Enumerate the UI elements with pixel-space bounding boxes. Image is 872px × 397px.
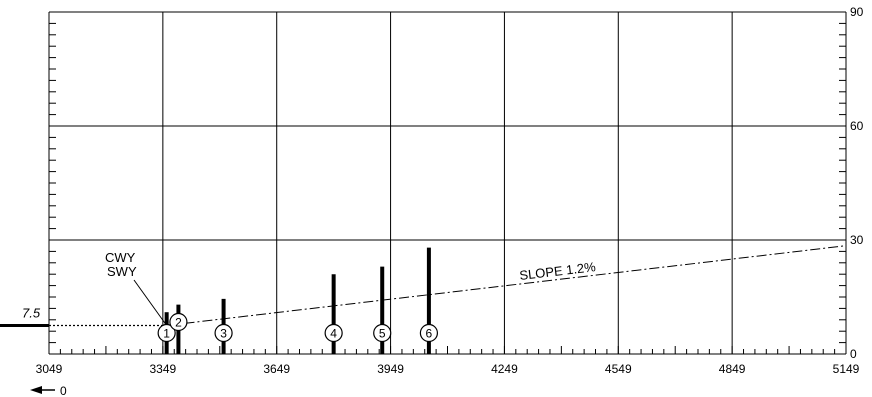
minor-ticks	[48, 11, 847, 355]
y-tick-label: 60	[850, 119, 864, 133]
obstacle-5: 5	[373, 266, 392, 354]
obstacle-marker-circle	[214, 323, 233, 343]
slope-line	[166, 245, 847, 326]
obstacle-6: 6	[419, 247, 439, 354]
cwy-leader-line	[133, 279, 168, 326]
x-tick-label: 3349	[150, 362, 177, 376]
obstacle-number: 6	[426, 327, 433, 341]
cwy-label: CWY	[105, 250, 136, 265]
obstacle-number: 3	[220, 327, 227, 341]
x-tick-label: 3049	[36, 362, 63, 376]
obstacle-marker-circle	[169, 312, 188, 332]
obstacle-1: 1	[157, 312, 176, 354]
obstacle-number: 2	[175, 316, 182, 330]
y-tick-label: 30	[850, 233, 864, 247]
obstacle-4: 4	[324, 274, 343, 354]
x-tick-label: 3949	[377, 362, 404, 376]
elevation-label: 7.5	[22, 306, 41, 321]
x-tick-label: 4249	[491, 362, 518, 376]
grid	[48, 11, 847, 355]
cwy-swy-annotation: CWY SWY	[105, 250, 168, 326]
obstacles: 12 3 4 5 6	[157, 247, 439, 354]
x-tick-label: 4849	[719, 362, 746, 376]
slope-label: SLOPE 1.2%	[519, 259, 597, 283]
x-tick-label: 3649	[263, 362, 290, 376]
obstacle-3: 3	[214, 298, 233, 354]
obstacle-number: 5	[379, 327, 386, 341]
x-tick-label: 4549	[605, 362, 632, 376]
swy-label: SWY	[107, 264, 137, 279]
x-tick-label: 5149	[833, 362, 860, 376]
obstacle-marker-circle	[324, 323, 343, 343]
obstacle-marker-circle	[419, 323, 439, 343]
obstacle-marker-circle	[157, 323, 176, 343]
y-tick-label: 90	[850, 5, 864, 19]
origin-label: 0	[60, 384, 67, 397]
elevation-marker: 7.5	[0, 306, 167, 327]
obstacle-number: 1	[163, 327, 170, 341]
obstacle-2: 2	[169, 304, 188, 354]
y-tick-label: 0	[850, 347, 857, 361]
obstacle-marker-circle	[373, 323, 392, 343]
origin-indicator: 0	[30, 384, 67, 397]
left-arrow-icon	[30, 386, 42, 394]
obstacle-number: 4	[330, 327, 337, 341]
